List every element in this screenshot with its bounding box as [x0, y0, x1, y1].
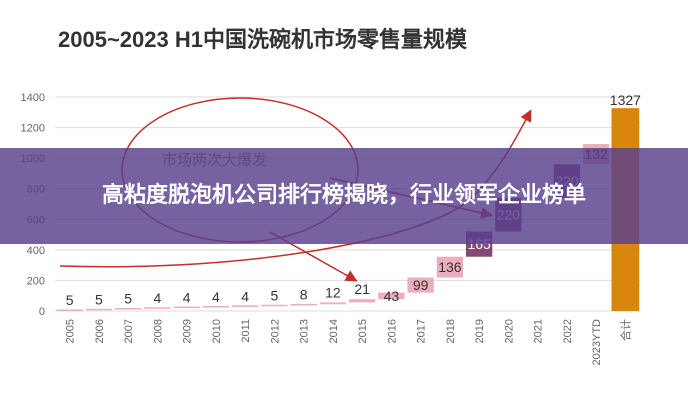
x-tick-label: 2008: [152, 319, 164, 343]
x-tick-label: 2012: [269, 319, 281, 343]
x-tick-label: 2006: [94, 319, 106, 343]
data-label: 4: [212, 289, 220, 305]
x-tick-label: 2009: [182, 319, 194, 343]
data-label: 4: [241, 288, 249, 304]
x-tick-label: 2020: [503, 319, 515, 343]
x-tick-label: 2013: [299, 319, 311, 343]
bar: [319, 302, 347, 305]
bar: [202, 305, 230, 308]
bar: [348, 299, 376, 303]
data-label: 5: [95, 291, 103, 307]
data-label: 43: [384, 288, 400, 304]
x-tick-label: 2019: [474, 319, 486, 343]
x-tick-label: 合计: [618, 319, 632, 341]
data-label: 1327: [610, 92, 641, 108]
y-tick-label: 0: [39, 306, 45, 318]
bar: [378, 292, 405, 300]
headline-banner: 高粘度脱泡机公司排行榜揭晓，行业领军企业榜单: [0, 148, 688, 244]
data-label: 5: [124, 291, 132, 307]
data-label: 5: [66, 292, 74, 308]
data-label: 99: [413, 277, 429, 293]
bar: [231, 305, 259, 307]
data-label: 4: [183, 289, 191, 305]
bar: [144, 307, 171, 309]
bar: [290, 303, 317, 306]
x-tick-label: 2017: [416, 319, 428, 343]
x-tick-label: 2007: [123, 319, 135, 343]
x-tick-label: 2015: [357, 319, 369, 343]
bar: [173, 306, 200, 309]
y-tick-label: 200: [27, 275, 45, 287]
data-label: 8: [300, 286, 308, 302]
data-label: 4: [153, 290, 161, 306]
x-tick-label: 2023YTD: [591, 319, 603, 366]
data-label: 136: [438, 259, 462, 275]
bar: [56, 309, 83, 311]
x-tick-label: 2005: [65, 319, 77, 343]
x-tick-label: 2021: [533, 319, 545, 343]
y-tick-label: 1200: [21, 123, 45, 135]
y-tick-label: 1400: [21, 92, 45, 104]
data-label: 5: [270, 287, 278, 303]
headline-text: 高粘度脱泡机公司排行榜揭晓，行业领军企业榜单: [101, 183, 586, 208]
bar: [85, 308, 113, 311]
bar: [436, 256, 464, 278]
x-tick-label: 2022: [562, 319, 574, 343]
bar: [261, 304, 288, 307]
data-label: 21: [354, 281, 370, 297]
x-tick-label: 2011: [240, 319, 252, 343]
x-tick-label: 2018: [445, 319, 457, 343]
x-tick-label: 2014: [328, 319, 340, 343]
x-tick-label: 2010: [211, 319, 223, 343]
x-tick-label: 2016: [386, 319, 398, 343]
bar: [114, 307, 142, 310]
bar: [407, 277, 434, 293]
data-label: 12: [325, 284, 341, 300]
chart-title: 2005~2023 H1中国洗碗机市场零售量规模: [58, 27, 467, 52]
y-tick-label: 400: [27, 245, 45, 257]
